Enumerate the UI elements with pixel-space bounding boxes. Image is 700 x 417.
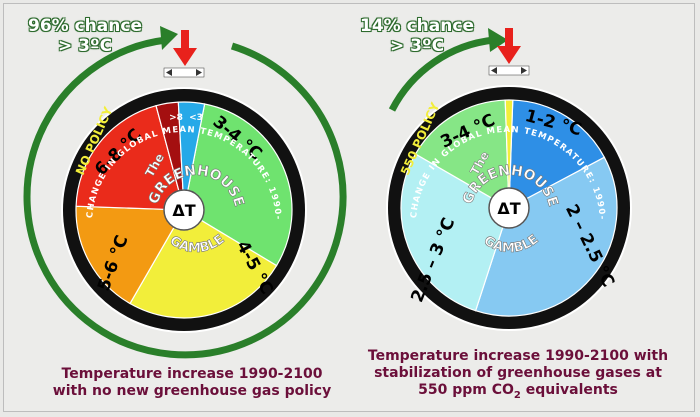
right-hub-delta-t: ΔT — [497, 199, 520, 218]
left-chance-threshold: > 3ºC — [58, 36, 113, 56]
right-arc-arrowhead-icon — [488, 28, 508, 52]
left-caption-line2: with no new greenhouse gas policy — [52, 383, 332, 399]
left-wheel-segments — [75, 101, 293, 319]
left-chance-label: 96% chance > 3ºC — [28, 16, 142, 56]
left-caption: Temperature increase 1990-2100 with no n… — [42, 366, 342, 400]
left-pointer-arrow-icon — [173, 30, 197, 66]
left-segment-label-5: <3 — [189, 113, 203, 123]
left-range-bar — [163, 67, 205, 78]
right-wheel-segments — [400, 99, 618, 317]
right-caption-line3: 550 ppm CO2 equivalents — [418, 382, 618, 401]
left-chance-percent: 96% chance — [28, 16, 142, 36]
left-hub — [163, 189, 205, 231]
right-caption-line1: Temperature increase 1990-2100 with — [367, 348, 669, 364]
left-arc-arrowhead-icon — [160, 26, 178, 50]
left-segment-label-4: >8 — [169, 113, 183, 123]
left-caption-line1: Temperature increase 1990-2100 — [61, 366, 323, 382]
right-pointer-arrow-icon — [497, 28, 521, 64]
right-hub — [488, 187, 530, 229]
right-chance-threshold: > 3ºC — [390, 36, 445, 56]
left-wheel: 3-4 °C4-5 °C5-6 °C6-8 °C>8 <3 CHANGE IN G… — [0, 0, 307, 333]
right-caption: Temperature increase 1990-2100 with stab… — [358, 348, 678, 404]
right-caption-line2: stabilization of greenhouse gases at — [374, 365, 662, 381]
right-chance-label: 14% chance > 3ºC — [360, 16, 474, 56]
left-hub-delta-t: ΔT — [172, 201, 195, 220]
right-range-bar — [488, 65, 530, 76]
left-surrounding-arc-icon — [23, 36, 347, 359]
right-chance-percent: 14% chance — [360, 16, 474, 36]
right-arc-icon — [388, 36, 495, 112]
